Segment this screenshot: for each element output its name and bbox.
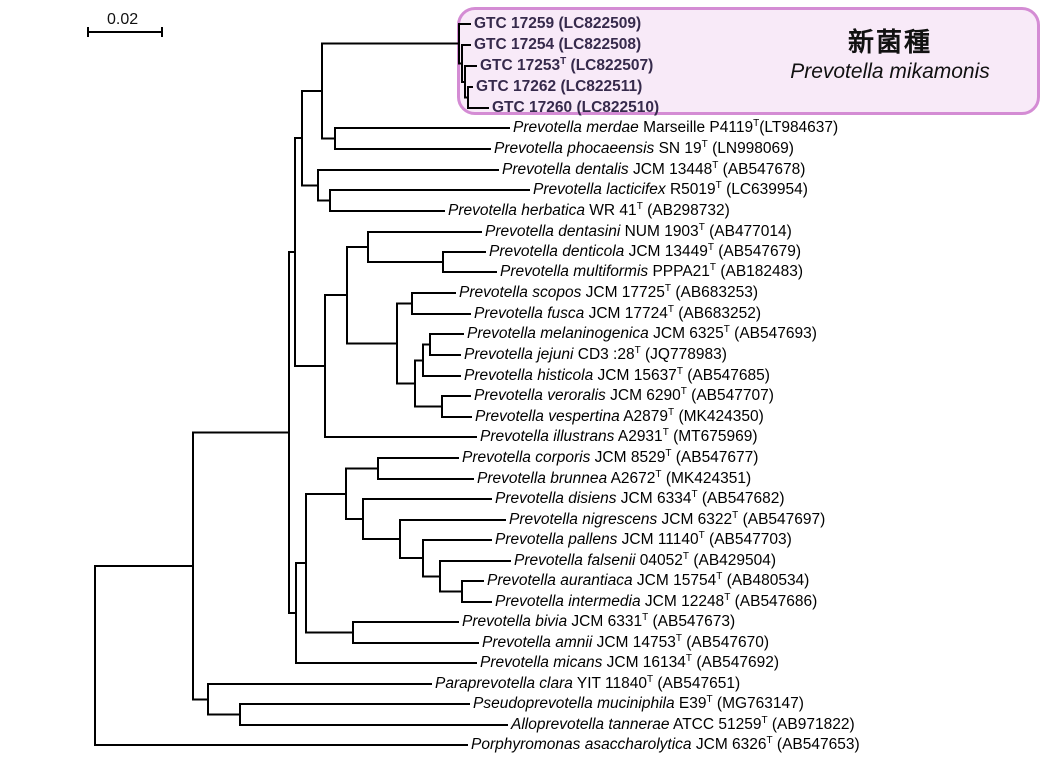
taxon-label: Prevotella brunnea A2672T (MK424351) <box>477 468 752 487</box>
taxon-label: Prevotella corporis JCM 8529T (AB547677) <box>462 447 759 466</box>
taxon-label: Prevotella histicola JCM 15637T (AB54768… <box>464 365 770 384</box>
taxon-label: Prevotella veroralis JCM 6290T (AB547707… <box>474 385 774 404</box>
taxon-label: Prevotella jejuni CD3 :28T (JQ778983) <box>464 344 727 363</box>
taxon-label: Prevotella illustrans A2931T (MT675969) <box>480 426 758 445</box>
taxon-label: GTC 17260 (LC822510) <box>492 99 660 116</box>
scale-bar <box>87 27 163 37</box>
tree-branches <box>94 23 530 746</box>
taxon-label: Prevotella phocaeensis SN 19T (LN998069) <box>494 138 794 157</box>
taxon-label: Prevotella multiformis PPPA21T (AB182483… <box>500 261 804 280</box>
taxon-label: Prevotella scopos JCM 17725T (AB683253) <box>459 282 759 301</box>
taxon-label: Prevotella disiens JCM 6334T (AB547682) <box>495 488 785 507</box>
taxon-label: Prevotella vespertina A2879T (MK424350) <box>475 406 764 425</box>
taxon-label: Prevotella intermedia JCM 12248T (AB5476… <box>495 591 818 610</box>
taxon-label: Prevotella nigrescens JCM 6322T (AB54769… <box>509 509 826 528</box>
taxon-label: Prevotella denticola JCM 13449T (AB54767… <box>489 241 801 260</box>
taxon-label: Prevotella pallens JCM 11140T (AB547703) <box>495 529 792 548</box>
taxon-label: Prevotella herbatica WR 41T (AB298732) <box>448 200 730 219</box>
taxon-label: GTC 17262 (LC822511) <box>476 78 643 95</box>
taxon-label: Prevotella melaninogenica JCM 6325T (AB5… <box>467 323 817 342</box>
taxon-label: GTC 17253T (LC822507) <box>480 55 654 74</box>
scale-bar-label: 0.02 <box>107 11 139 28</box>
new-species-caption: 新菌種 Prevotella mikamonis <box>755 26 1025 86</box>
taxon-label: GTC 17254 (LC822508) <box>474 36 642 53</box>
taxon-label: Prevotella bivia JCM 6331T (AB547673) <box>462 611 736 630</box>
taxon-label: Prevotella micans JCM 16134T (AB547692) <box>480 652 780 671</box>
taxon-label: Prevotella falsenii 04052T (AB429504) <box>514 550 777 569</box>
taxon-label: Porphyromonas asaccharolytica JCM 6326T … <box>471 734 860 753</box>
new-species-name: Prevotella mikamonis <box>790 60 990 83</box>
taxon-label: Pseudoprevotella muciniphila E39T (MG763… <box>473 693 804 712</box>
taxon-label: Prevotella dentalis JCM 13448T (AB547678… <box>502 159 806 178</box>
taxon-label: Paraprevotella clara YIT 11840T (AB54765… <box>435 673 741 692</box>
taxon-label: GTC 17259 (LC822509) <box>474 15 642 32</box>
new-species-highlight-box: 新菌種 Prevotella mikamonis <box>457 7 1040 115</box>
taxon-label: Prevotella fusca JCM 17724T (AB683252) <box>474 303 761 322</box>
taxon-label: Prevotella amnii JCM 14753T (AB547670) <box>482 632 769 651</box>
taxon-label: Prevotella aurantiaca JCM 15754T (AB4805… <box>487 570 810 589</box>
taxon-label: Prevotella merdae Marseille P4119T(LT984… <box>513 117 839 136</box>
new-species-title-cjk: 新菌種 <box>847 27 932 57</box>
taxon-label: Prevotella lacticifex R5019T (LC639954) <box>533 179 808 198</box>
taxon-label: Prevotella dentasini NUM 1903T (AB477014… <box>485 221 792 240</box>
taxon-label: Alloprevotella tannerae ATCC 51259T (AB9… <box>511 714 855 733</box>
